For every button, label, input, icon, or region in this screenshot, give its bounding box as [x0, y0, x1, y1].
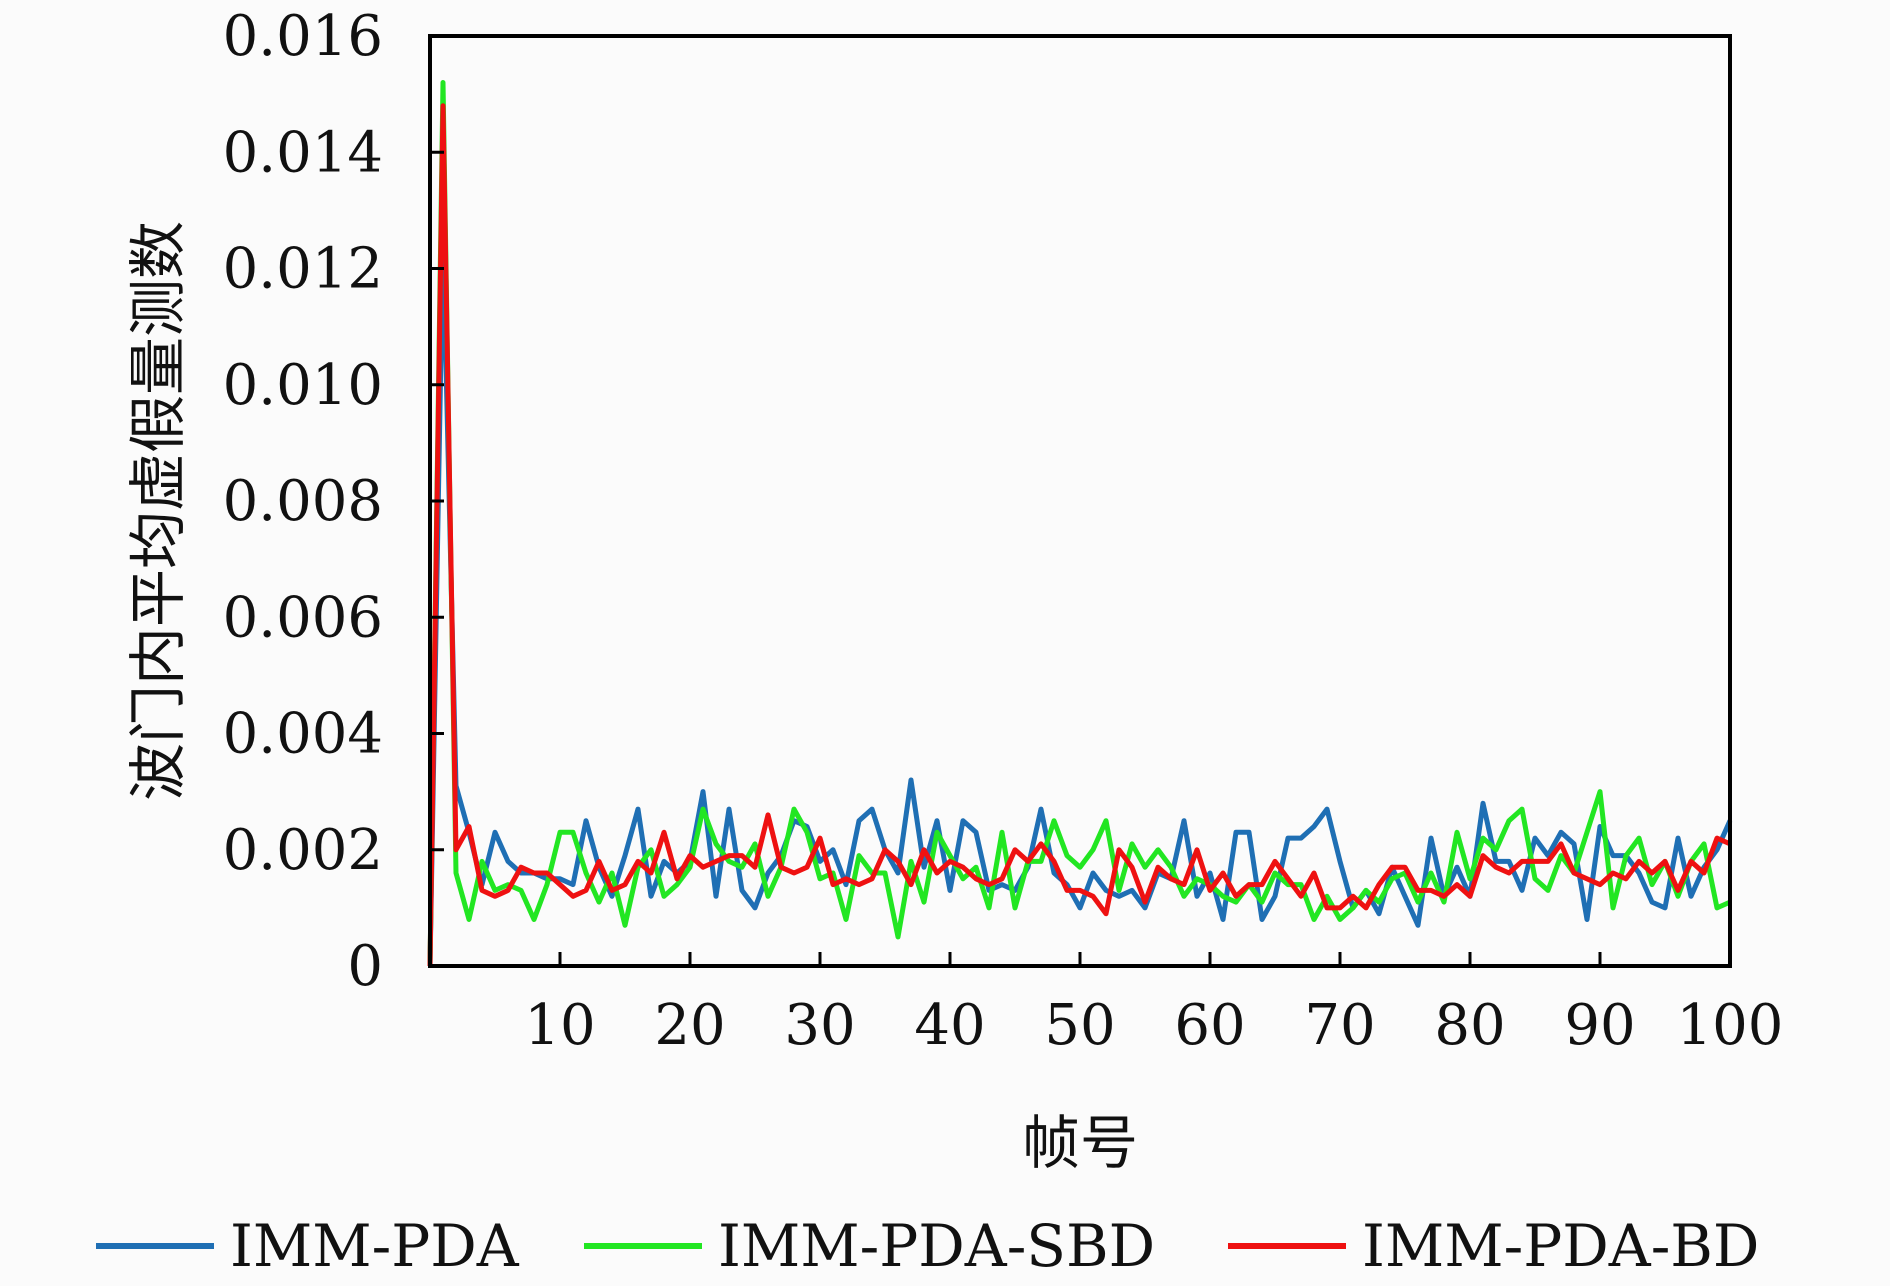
x-tick-label: 20	[654, 993, 725, 1058]
y-tick-label: 0.004	[223, 702, 383, 767]
series-layer	[427, 80, 1733, 967]
y-tick-label: 0.012	[223, 237, 383, 302]
series-line-3	[427, 103, 1732, 967]
series-line-2	[427, 80, 1732, 967]
x-tick-label: 70	[1304, 993, 1375, 1058]
x-tick-label: 50	[1044, 993, 1115, 1058]
x-tick-label: 60	[1174, 993, 1245, 1058]
y-tick-label: 0.006	[223, 585, 383, 650]
x-axis-title: 帧号	[1022, 1109, 1138, 1177]
x-tick-label: 30	[784, 993, 855, 1058]
y-tick-label: 0.010	[223, 353, 383, 418]
ticks-layer	[430, 34, 1732, 968]
tick-labels-layer: 10 20 30 40 50 60 70 80 90 100 0 0.002 0.004 0.006 0.0…	[223, 4, 1784, 1058]
y-tick-label: 0.002	[223, 818, 383, 883]
y-tick-label: 0	[347, 934, 383, 999]
y-tick-label: 0.016	[223, 4, 383, 69]
x-tick-label: 10	[524, 993, 595, 1058]
legend-label-3: IMM-PDA-BD	[1362, 1212, 1759, 1280]
series-line-1	[427, 236, 1733, 967]
y-axis-title: 波门内平均虚假量测数	[124, 221, 192, 801]
x-tick-label: 100	[1677, 993, 1784, 1058]
y-tick-label: 0.008	[223, 469, 383, 534]
x-tick-label: 90	[1564, 993, 1635, 1058]
legend: IMM-PDA IMM-PDA-SBD IMM-PDA-BD	[96, 1212, 1759, 1280]
x-tick-label: 80	[1434, 993, 1505, 1058]
plot-frame	[428, 34, 1732, 968]
x-tick-label: 40	[914, 993, 985, 1058]
legend-label-1: IMM-PDA	[230, 1212, 520, 1280]
y-tick-label: 0.014	[223, 120, 383, 185]
legend-label-2: IMM-PDA-SBD	[718, 1212, 1155, 1280]
